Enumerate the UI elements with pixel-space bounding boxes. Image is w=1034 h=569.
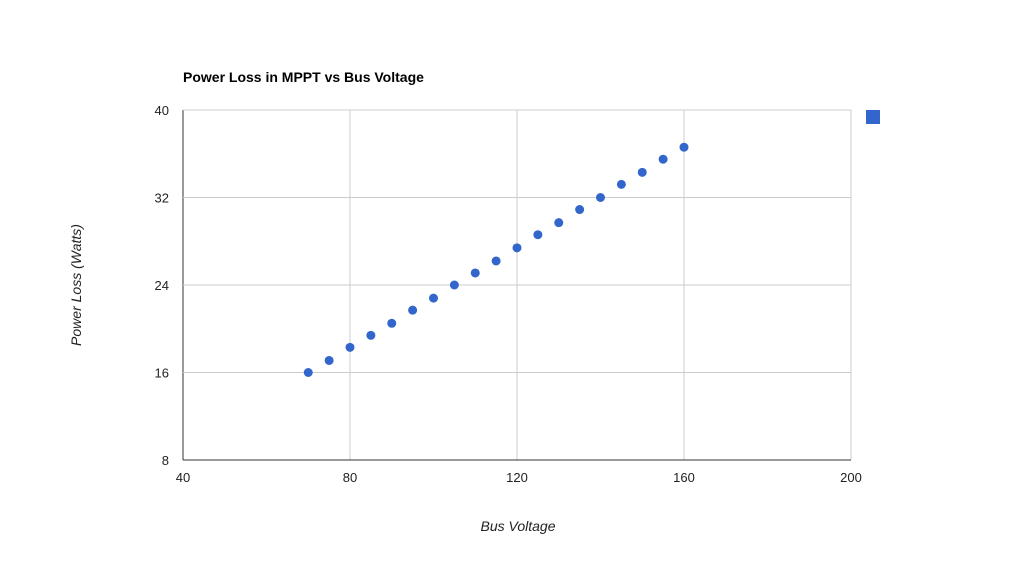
y-tick-label: 40 <box>155 103 169 118</box>
data-point <box>345 342 355 352</box>
data-point <box>303 368 313 377</box>
y-tick-label: 32 <box>155 191 169 206</box>
legend-swatch <box>866 110 880 124</box>
data-points <box>303 142 689 377</box>
tick-labels: 40 80 120 160 200 8 16 24 32 40 <box>155 103 862 485</box>
data-point <box>596 193 605 202</box>
chart-title: Power Loss in MPPT vs Bus Voltage <box>183 69 424 85</box>
data-point <box>491 256 501 266</box>
x-tick-label: 80 <box>343 470 357 485</box>
x-tick-label: 160 <box>673 470 695 485</box>
x-axis-label: Bus Voltage <box>481 518 556 534</box>
data-point <box>366 330 376 340</box>
y-tick-label: 16 <box>155 366 169 381</box>
data-point <box>658 154 668 164</box>
data-point <box>324 355 334 365</box>
data-point <box>616 179 626 189</box>
data-point <box>575 205 585 215</box>
data-point <box>512 243 522 253</box>
x-tick-label: 120 <box>506 470 528 485</box>
data-point <box>533 230 543 240</box>
data-point <box>470 268 480 278</box>
data-point <box>637 167 647 177</box>
data-point <box>554 218 564 228</box>
y-tick-label: 8 <box>162 453 169 468</box>
y-tick-label: 24 <box>155 278 169 293</box>
data-point <box>387 318 397 328</box>
data-point <box>679 142 689 152</box>
x-tick-label: 200 <box>840 470 862 485</box>
data-point <box>429 293 438 303</box>
gridlines <box>182 109 852 461</box>
data-point <box>408 305 418 315</box>
x-tick-label: 40 <box>176 470 190 485</box>
y-axis-label: Power Loss (Watts) <box>68 224 84 346</box>
data-point <box>449 280 459 290</box>
